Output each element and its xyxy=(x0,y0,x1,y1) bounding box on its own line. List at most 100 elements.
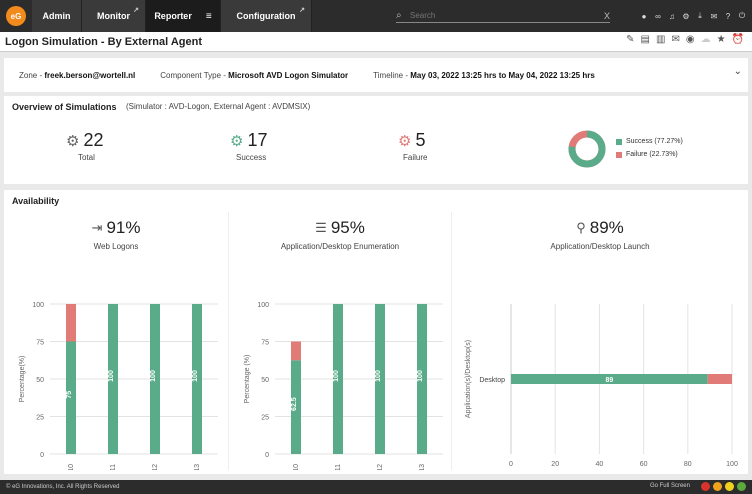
camera-icon[interactable]: ◉ xyxy=(685,34,695,45)
x-tick-label: 10 xyxy=(68,464,75,470)
legend-swatch xyxy=(616,151,622,158)
x-tick-label: 12 xyxy=(377,464,384,470)
zone-value: freek.berson@wortell.nl xyxy=(44,70,136,80)
hamburger-icon[interactable]: ≡ xyxy=(205,10,212,22)
mail-icon[interactable]: ✉ xyxy=(710,11,718,21)
web-logons-chart: 02550751007510100111001210013Hour(s)Perc… xyxy=(19,302,218,470)
timer-icon[interactable]: ⏰ xyxy=(731,34,744,45)
page-header: Logon Simulation - By External Agent ✎ ▤… xyxy=(0,32,752,52)
timeline-label: Timeline - xyxy=(373,70,411,80)
download-icon[interactable]: ⤓ xyxy=(698,11,702,20)
bell-icon[interactable]: ♫ xyxy=(669,11,675,21)
search-box: ⌕ X xyxy=(396,9,610,23)
divider xyxy=(451,212,452,470)
csv-icon[interactable]: ▥ xyxy=(656,34,666,45)
cloud-icon: ☁ xyxy=(700,34,711,45)
tab-label: Configuration xyxy=(236,11,296,21)
component-info: Component Type - Microsoft AVD Logon Sim… xyxy=(160,71,348,80)
data-label: 100 xyxy=(150,370,157,382)
star-icon[interactable]: ★ xyxy=(716,34,726,45)
search-input[interactable] xyxy=(410,11,604,20)
mail-report-icon[interactable]: ✉ xyxy=(671,34,680,45)
tab-monitor[interactable]: Monitor ↗ xyxy=(82,0,146,32)
success-value: 17 xyxy=(247,130,268,150)
donut-success-arc xyxy=(568,130,606,168)
filter-bar: Zone - freek.berson@wortell.nl Component… xyxy=(4,58,748,92)
y-axis-label: Percentage (%) xyxy=(244,355,251,404)
x-tick-label: 0 xyxy=(509,461,513,468)
success-label: Success xyxy=(236,153,267,162)
chevron-down-icon[interactable]: ⌄ xyxy=(733,66,742,77)
tab-configuration[interactable]: Configuration ↗ xyxy=(221,0,312,32)
legend-failure-label: Failure (22.73%) xyxy=(626,151,678,158)
page-actions: ✎ ▤ ▥ ✉ ◉ ☁ ★ ⏰ xyxy=(626,34,744,45)
list-icon: ☰ xyxy=(315,220,327,235)
minor-status-icon[interactable] xyxy=(725,482,734,491)
launch-chart: 02040608010089DesktopPercentage (%)Appli… xyxy=(465,304,738,468)
data-label: 100 xyxy=(417,370,424,382)
component-value: Microsoft AVD Logon Simulator xyxy=(228,70,349,80)
enumeration-label: Application/Desktop Enumeration xyxy=(280,242,400,251)
x-tick-label: 40 xyxy=(596,461,604,468)
tab-admin[interactable]: Admin xyxy=(32,0,82,32)
success-stat: ⚙ 17 Success xyxy=(230,130,310,162)
legend-success-label: Success (77.27%) xyxy=(626,138,683,145)
y-tick-label: 100 xyxy=(32,302,44,309)
data-label: 100 xyxy=(192,370,199,382)
status-indicators xyxy=(701,482,746,491)
search-icon[interactable]: ⌕ xyxy=(396,10,402,21)
timeline-info: Timeline - May 03, 2022 13:25 hrs to May… xyxy=(373,71,595,80)
x-tick-label: 100 xyxy=(726,461,738,468)
login-icon: ⇥ xyxy=(91,220,103,235)
bar-success xyxy=(192,304,202,454)
enumeration-pct: 95% xyxy=(330,218,365,237)
launch-panel: ⚲ 89% Application/Desktop Launch 0 20 40 60 8… xyxy=(452,212,748,470)
divider xyxy=(228,212,229,470)
y-tick-label: 0 xyxy=(40,452,44,459)
timeline-value: May 03, 2022 13:25 hrs to May 04, 2022 1… xyxy=(410,70,595,80)
data-label: 100 xyxy=(333,370,340,382)
gears-icon: ⚙ xyxy=(66,132,80,150)
normal-status-icon[interactable] xyxy=(737,482,746,491)
y-tick-label: 75 xyxy=(261,340,269,347)
top-nav: eG Admin Monitor ↗ Reporter ≡ Configuratio… xyxy=(0,0,752,32)
zone-info: Zone - freek.berson@wortell.nl xyxy=(19,71,135,80)
launch-label: Application/Desktop Launch xyxy=(550,242,650,251)
launch-pct: 89% xyxy=(589,218,624,237)
link-icon[interactable]: ∞ xyxy=(655,11,661,21)
enumeration-chart: 025507510062.510100111001210013Hour(s)Pe… xyxy=(244,302,443,470)
power-icon[interactable]: ⏻ xyxy=(738,11,746,20)
data-label: 62.5 xyxy=(291,397,298,411)
settings-icon[interactable]: ⚙ xyxy=(682,11,690,21)
x-tick-label: 13 xyxy=(194,464,201,470)
tab-reporter[interactable]: Reporter ≡ xyxy=(146,0,221,32)
total-value: 22 xyxy=(83,130,104,150)
rocket-icon: ⚲ xyxy=(576,220,586,235)
pdf-icon[interactable]: ▤ xyxy=(640,34,650,45)
x-tick-label: 11 xyxy=(335,464,342,470)
edit-icon[interactable]: ✎ xyxy=(626,34,635,45)
eg-logo[interactable]: eG xyxy=(0,0,32,32)
x-tick-label: 11 xyxy=(110,464,117,470)
x-tick-label: 80 xyxy=(684,461,692,468)
bar-success xyxy=(291,360,301,454)
major-status-icon[interactable] xyxy=(713,482,722,491)
tab-label: Admin xyxy=(42,11,71,21)
external-link-icon[interactable]: ↗ xyxy=(299,7,305,14)
clear-search-icon[interactable]: X xyxy=(603,10,610,21)
help-icon[interactable]: ? xyxy=(725,11,731,21)
y-axis-label: Application(s)/Desktop(s) xyxy=(465,340,472,418)
gears-success-icon: ⚙ xyxy=(230,132,244,150)
success-failure-donut xyxy=(568,130,606,168)
x-tick-label: 60 xyxy=(640,461,648,468)
critical-status-icon[interactable] xyxy=(701,482,710,491)
footer: © eG Innovations, Inc. All Rights Reserv… xyxy=(0,480,752,494)
bar-success xyxy=(66,341,76,454)
fullscreen-link[interactable]: Go Full Screen xyxy=(649,483,690,489)
failure-stat: ⚙ 5 Failure xyxy=(398,130,478,162)
x-tick-label: 13 xyxy=(419,464,426,470)
bar-success xyxy=(333,304,343,454)
user-icon[interactable]: ● xyxy=(641,11,647,21)
logo-text: eG xyxy=(6,6,26,26)
external-link-icon[interactable]: ↗ xyxy=(133,7,139,14)
